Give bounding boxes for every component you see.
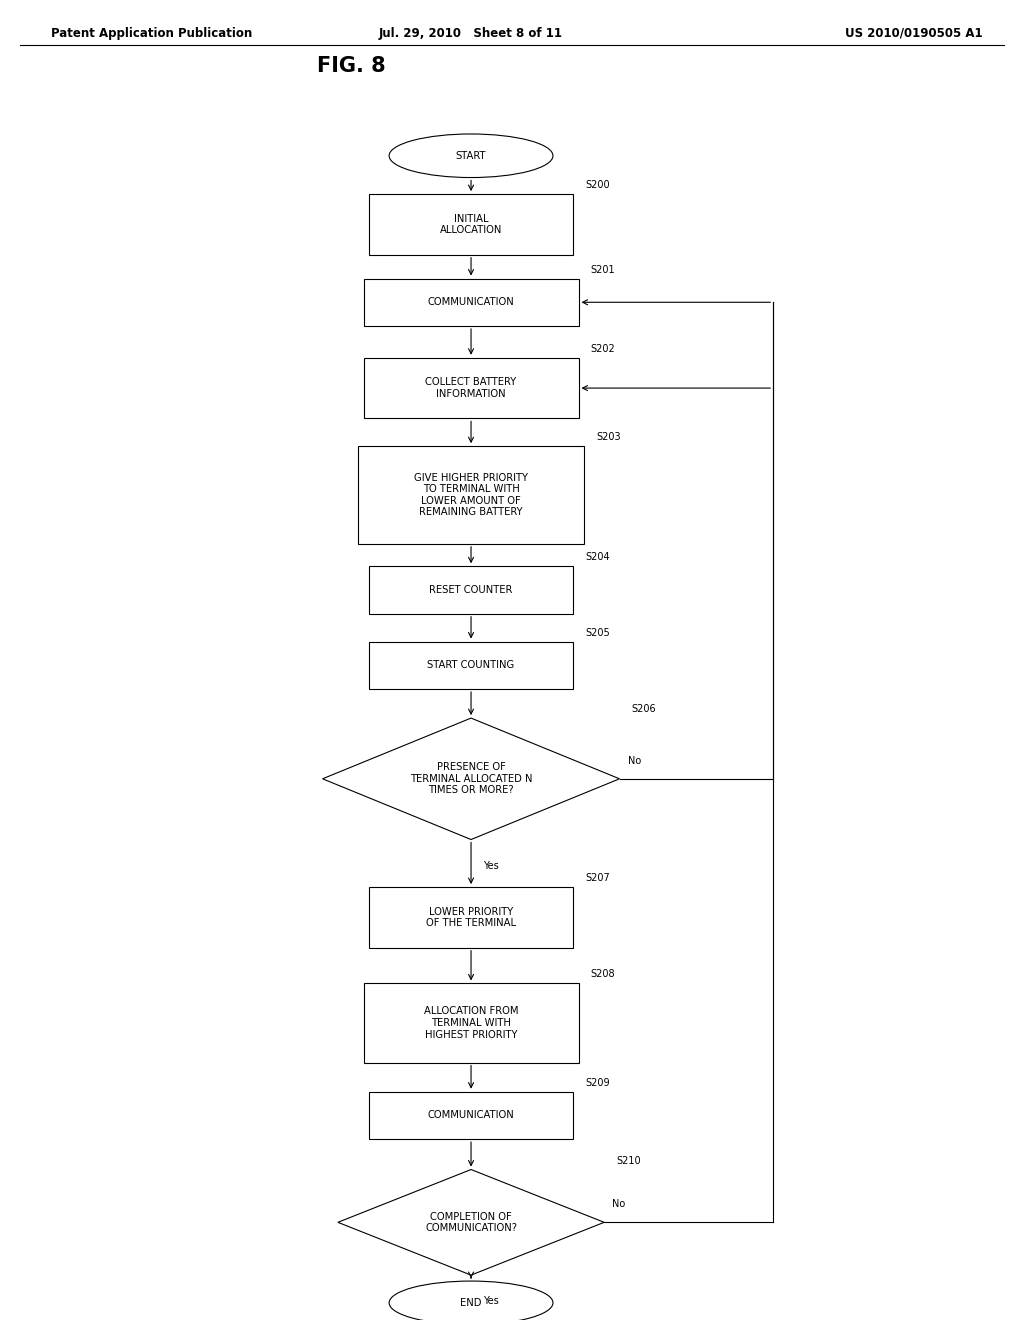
- Text: INITIAL
ALLOCATION: INITIAL ALLOCATION: [440, 214, 502, 235]
- FancyBboxPatch shape: [369, 194, 573, 255]
- Text: S204: S204: [586, 552, 610, 562]
- Text: LOWER PRIORITY
OF THE TERMINAL: LOWER PRIORITY OF THE TERMINAL: [426, 907, 516, 928]
- Text: COMPLETION OF
COMMUNICATION?: COMPLETION OF COMMUNICATION?: [425, 1212, 517, 1233]
- FancyBboxPatch shape: [364, 358, 579, 418]
- Text: S206: S206: [632, 704, 656, 714]
- Text: START COUNTING: START COUNTING: [427, 660, 515, 671]
- Text: RESET COUNTER: RESET COUNTER: [429, 585, 513, 595]
- FancyBboxPatch shape: [369, 887, 573, 948]
- Text: US 2010/0190505 A1: US 2010/0190505 A1: [846, 26, 983, 40]
- FancyBboxPatch shape: [369, 1092, 573, 1139]
- Text: Yes: Yes: [483, 861, 499, 871]
- FancyBboxPatch shape: [364, 983, 579, 1063]
- Text: PRESENCE OF
TERMINAL ALLOCATED N
TIMES OR MORE?: PRESENCE OF TERMINAL ALLOCATED N TIMES O…: [410, 762, 532, 796]
- Text: ALLOCATION FROM
TERMINAL WITH
HIGHEST PRIORITY: ALLOCATION FROM TERMINAL WITH HIGHEST PR…: [424, 1006, 518, 1040]
- FancyBboxPatch shape: [369, 566, 573, 614]
- Polygon shape: [338, 1170, 604, 1275]
- Text: S207: S207: [586, 873, 610, 883]
- FancyBboxPatch shape: [369, 642, 573, 689]
- Text: S202: S202: [591, 343, 615, 354]
- Text: Patent Application Publication: Patent Application Publication: [51, 26, 253, 40]
- Text: S208: S208: [591, 969, 615, 979]
- Text: END: END: [461, 1298, 481, 1308]
- Text: COMMUNICATION: COMMUNICATION: [428, 297, 514, 308]
- Text: FIG. 8: FIG. 8: [317, 55, 386, 77]
- Polygon shape: [323, 718, 620, 840]
- Text: Jul. 29, 2010   Sheet 8 of 11: Jul. 29, 2010 Sheet 8 of 11: [379, 26, 563, 40]
- Text: S210: S210: [616, 1155, 641, 1166]
- Ellipse shape: [389, 135, 553, 177]
- Text: S201: S201: [591, 264, 615, 275]
- Text: GIVE HIGHER PRIORITY
TO TERMINAL WITH
LOWER AMOUNT OF
REMAINING BATTERY: GIVE HIGHER PRIORITY TO TERMINAL WITH LO…: [414, 473, 528, 517]
- Text: Yes: Yes: [483, 1296, 499, 1307]
- Text: S205: S205: [586, 627, 610, 638]
- Text: No: No: [612, 1199, 626, 1209]
- Text: S209: S209: [586, 1077, 610, 1088]
- Text: COMMUNICATION: COMMUNICATION: [428, 1110, 514, 1121]
- Text: COLLECT BATTERY
INFORMATION: COLLECT BATTERY INFORMATION: [425, 378, 517, 399]
- FancyBboxPatch shape: [358, 446, 584, 544]
- Text: START: START: [456, 150, 486, 161]
- Ellipse shape: [389, 1280, 553, 1320]
- Text: No: No: [628, 755, 641, 766]
- Text: S203: S203: [596, 432, 621, 442]
- FancyBboxPatch shape: [364, 279, 579, 326]
- Text: S200: S200: [586, 180, 610, 190]
